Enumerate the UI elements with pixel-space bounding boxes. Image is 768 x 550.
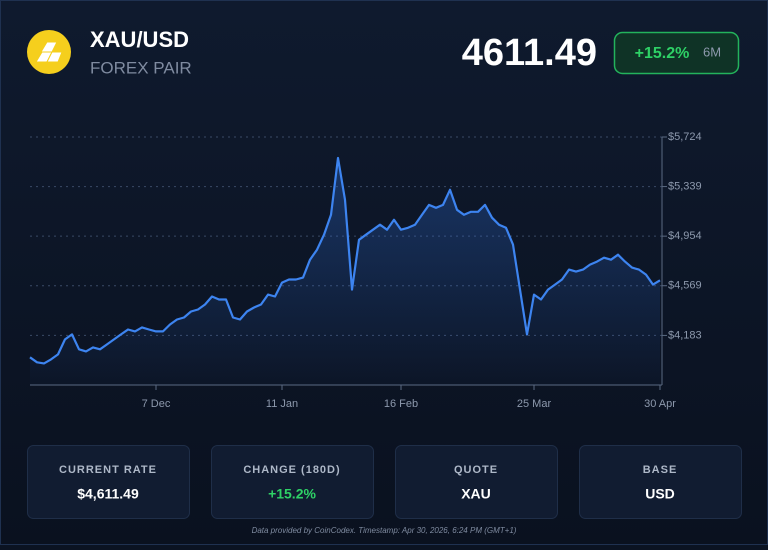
footer: Data provided by CoinCodex. Timestamp: A… xyxy=(252,526,517,535)
line xyxy=(29,156,661,365)
card xyxy=(395,445,558,519)
card xyxy=(27,445,190,519)
card-label: CURRENT RATE xyxy=(59,464,157,476)
change: +15.2% xyxy=(635,45,690,62)
area xyxy=(30,158,660,385)
x-tick-label: 7 Dec xyxy=(142,398,171,410)
subtitle: FOREX PAIR xyxy=(90,58,192,77)
period: 6M xyxy=(703,44,721,59)
icon xyxy=(27,30,71,74)
x-tick-label: 30 Apr xyxy=(644,398,676,410)
card-label: QUOTE xyxy=(454,464,498,476)
chart: $4,183 $4,569 $4,954 $5,339 $5,724 7 Dec 11 Ja… xyxy=(29,131,702,410)
y-tick-label: $4,183 xyxy=(668,329,702,341)
card-label: BASE xyxy=(643,464,678,476)
card-value: $4,611.49 xyxy=(77,486,139,502)
card-value: +15.2% xyxy=(268,486,316,502)
card-value: XAU xyxy=(461,486,491,502)
symbol: XAU/USD xyxy=(90,27,189,52)
cards: CURRENT RATE $4,611.49 CHANGE (180D) +15.2%… xyxy=(27,445,742,519)
y-tick-label: $4,569 xyxy=(668,280,702,292)
y-tick-label: $5,339 xyxy=(668,180,702,192)
x-tick-label: 11 Jan xyxy=(266,398,298,410)
card-value: USD xyxy=(645,486,675,502)
change-badge xyxy=(613,31,740,75)
x-tick-label: 25 Mar xyxy=(517,398,552,410)
price: 4611.49 xyxy=(462,32,597,74)
card xyxy=(211,445,374,519)
y-tick-label: $4,954 xyxy=(668,230,702,242)
x-tick-label: 16 Feb xyxy=(384,398,418,410)
card-label: CHANGE (180D) xyxy=(243,464,340,476)
y-tick-label: $5,724 xyxy=(668,131,702,143)
card xyxy=(579,445,742,519)
